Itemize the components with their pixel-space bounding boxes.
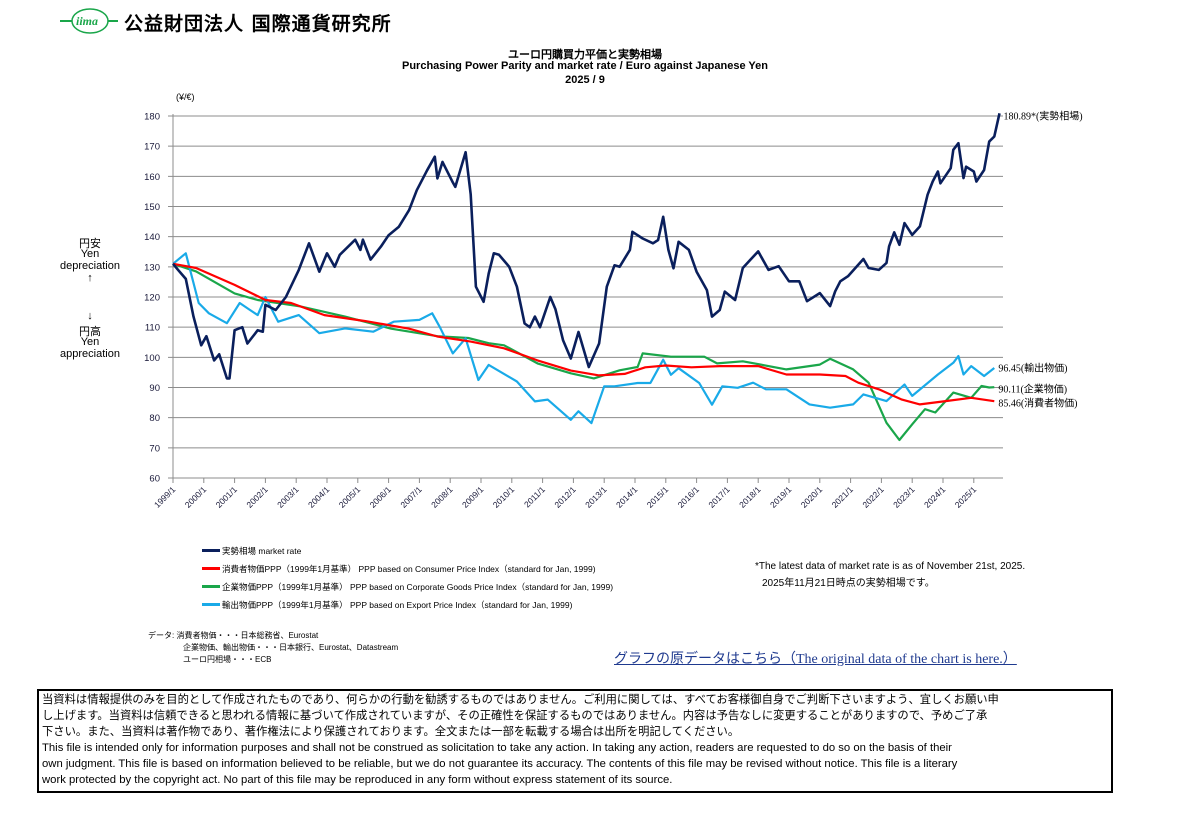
y-tick-label: 80 <box>149 413 160 424</box>
disclaimer-line: 当資料は情報提供のみを目的として作成されたものであり、何らかの行動を勧誘するもの… <box>42 694 999 706</box>
legend-label-cpi: 消費者物価PPP（1999年1月基準） PPP based on Consume… <box>222 564 596 574</box>
svg-text:iima: iima <box>76 14 98 28</box>
x-tick-label: 2009/1 <box>460 484 486 510</box>
y-axis-unit: (¥/€) <box>176 92 195 102</box>
end-value-label: 96.45(輸出物価) <box>998 362 1067 375</box>
x-tick-label: 2023/1 <box>891 484 917 510</box>
series-line-market-rate <box>172 113 1001 380</box>
yen-depreciation-jp: 円安 <box>79 238 101 250</box>
disclaimer-box: 当資料は情報提供のみを目的として作成されたものであり、何らかの行動を勧誘するもの… <box>37 689 1113 793</box>
x-tick-label: 2005/1 <box>337 484 363 510</box>
x-tick-label: 2016/1 <box>676 484 702 510</box>
y-tick-label: 110 <box>145 323 160 334</box>
y-tick-label: 70 <box>149 443 160 454</box>
disclaimer-line: This file is intended only for informati… <box>42 742 952 754</box>
legend-label-export: 輸出物価PPP（1999年1月基準） PPP based on Export P… <box>222 600 573 610</box>
down-arrow-icon: ↓ <box>87 310 93 322</box>
y-tick-label: 160 <box>144 172 160 183</box>
x-tick-label: 2021/1 <box>830 484 856 510</box>
yen-appreciation-en2: appreciation <box>60 348 120 360</box>
x-tick-label: 2017/1 <box>706 484 732 510</box>
x-tick-label: 2002/1 <box>244 484 270 510</box>
yen-depreciation-en2: depreciation <box>60 260 120 272</box>
x-tick-label: 2007/1 <box>398 484 424 510</box>
y-tick-label: 100 <box>144 353 160 364</box>
x-tick-label: 2018/1 <box>737 484 763 510</box>
ppp-line-chart: 180 170 160 150 140 130 120 110 100 90 80 70 601999/… <box>144 110 1082 510</box>
yen-appreciation-jp: 円高 <box>79 326 101 338</box>
x-tick-label: 2000/1 <box>183 484 209 510</box>
legend-swatch-export <box>202 603 220 606</box>
yen-depreciation-en1: Yen <box>80 248 100 260</box>
y-tick-label: 90 <box>149 383 160 394</box>
original-data-link[interactable]: グラフの原データはこちら（The original data of the ch… <box>614 652 1017 667</box>
x-tick-label: 2011/1 <box>522 484 547 509</box>
x-tick-label: 2022/1 <box>860 484 886 510</box>
latest-data-note-en: *The latest data of market rate is as of… <box>755 561 1026 572</box>
disclaimer-line: work protected by the copyright act. No … <box>42 774 673 786</box>
y-tick-label: 140 <box>144 232 160 243</box>
y-tick-label: 180 <box>144 112 160 123</box>
chart-title-en: Purchasing Power Parity and market rate … <box>402 60 768 72</box>
up-arrow-icon: ↑ <box>87 272 93 284</box>
x-tick-label: 2001/1 <box>214 484 240 510</box>
x-tick-label: 2004/1 <box>306 484 332 510</box>
y-tick-label: 130 <box>144 262 160 273</box>
chart-title-jp: ユーロ円購買力平価と実勢相場 <box>508 49 662 61</box>
x-tick-label: 2014/1 <box>614 484 640 510</box>
x-tick-label: 2012/1 <box>552 484 578 510</box>
x-tick-label: 2024/1 <box>922 484 948 510</box>
x-tick-label: 2025/1 <box>953 484 979 510</box>
legend-swatch-cgpi <box>202 585 220 588</box>
y-tick-label: 120 <box>144 293 160 304</box>
x-tick-label: 1999/1 <box>152 484 178 510</box>
x-tick-label: 2008/1 <box>429 484 455 510</box>
source-line-3: ユーロ円相場・・・ECB <box>183 655 272 664</box>
x-tick-label: 2013/1 <box>583 484 609 510</box>
series-line-export-ppp <box>172 252 995 425</box>
x-tick-label: 2003/1 <box>275 484 301 510</box>
y-tick-label: 60 <box>149 474 160 485</box>
legend-label-cgpi: 企業物価PPP（1999年1月基準） PPP based on Corporat… <box>222 582 614 592</box>
yen-appreciation-en1: Yen <box>80 336 100 348</box>
end-value-label: 90.11(企業物価) <box>998 383 1067 396</box>
end-value-label: 85.46(消費者物価) <box>998 397 1077 410</box>
latest-data-note-jp: 2025年11月21日時点の実勢相場です。 <box>762 578 935 589</box>
org-name: 公益財団法人 国際通貨研究所 <box>124 13 392 35</box>
source-line-1: データ: 消費者物価・・・日本総務省、Eurostat <box>148 631 319 640</box>
y-tick-label: 170 <box>144 142 160 153</box>
series-line-cpi-ppp <box>172 262 995 406</box>
x-tick-label: 2010/1 <box>491 484 517 510</box>
chart-date: 2025 / 9 <box>565 74 605 86</box>
disclaimer-line: 下さい。また、当資料は著作物であり、著作権法により保護されております。全文または… <box>42 726 740 738</box>
source-line-2: 企業物価、輸出物価・・・日本銀行、Eurostat、Datastream <box>183 643 399 652</box>
x-tick-label: 2015/1 <box>645 484 671 510</box>
x-tick-label: 2006/1 <box>368 484 394 510</box>
iima-logo: iima <box>60 8 118 34</box>
legend-swatch-market <box>202 549 220 552</box>
x-tick-label: 2019/1 <box>768 484 794 510</box>
disclaimer-line: し上げます。当資料は信頼できると思われる情報に基づいて作成されていますが、その正… <box>42 710 988 722</box>
disclaimer-line: own judgment. This file is based on info… <box>42 758 958 770</box>
end-value-label: 180.89*(実勢相場) <box>1003 110 1082 123</box>
legend-swatch-cpi <box>202 567 220 570</box>
y-tick-label: 150 <box>144 202 160 213</box>
x-tick-label: 2020/1 <box>799 484 825 510</box>
legend-label-market: 実勢相場 market rate <box>222 546 302 556</box>
